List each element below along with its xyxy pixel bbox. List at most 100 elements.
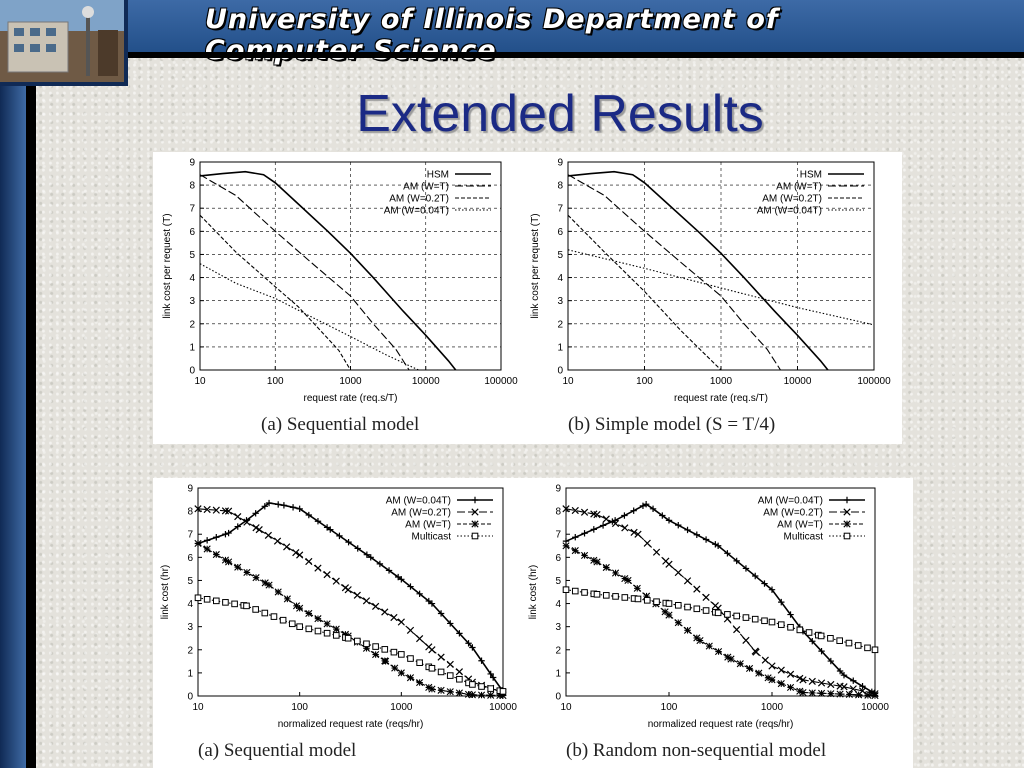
series-line xyxy=(567,214,722,371)
data-point xyxy=(599,522,607,529)
data-point xyxy=(827,690,835,698)
data-point xyxy=(724,611,731,618)
data-point xyxy=(683,626,692,634)
data-point xyxy=(871,646,879,654)
data-point xyxy=(611,569,620,577)
data-point xyxy=(332,577,340,585)
data-point xyxy=(818,647,825,655)
data-point xyxy=(221,556,230,564)
data-point xyxy=(864,691,872,699)
data-point xyxy=(203,505,211,514)
data-point xyxy=(859,683,866,690)
data-point xyxy=(817,679,826,687)
y-tick-label: 5 xyxy=(557,250,563,261)
data-point xyxy=(611,519,620,528)
data-point xyxy=(855,691,863,699)
header-banner: University of Illinois Department of Com… xyxy=(0,0,1024,66)
data-point xyxy=(279,616,287,624)
legend-label: AM (W=T) xyxy=(777,520,823,531)
data-point xyxy=(702,607,710,614)
data-point xyxy=(684,603,691,611)
left-accent-rule xyxy=(26,86,36,768)
data-point xyxy=(371,602,380,611)
data-point xyxy=(580,551,589,560)
data-point xyxy=(416,590,423,597)
data-point xyxy=(633,584,641,592)
data-point xyxy=(280,502,288,509)
data-point xyxy=(478,683,485,690)
data-point xyxy=(653,598,660,605)
data-point xyxy=(275,501,282,508)
data-point xyxy=(817,689,826,697)
data-point xyxy=(768,662,776,670)
data-point xyxy=(469,644,476,651)
data-point xyxy=(252,510,259,517)
data-point xyxy=(354,545,361,552)
y-tick-label: 9 xyxy=(187,484,193,495)
x-tick-label: 1000 xyxy=(710,376,733,387)
data-point xyxy=(808,689,816,697)
data-point xyxy=(665,600,673,607)
data-point xyxy=(621,512,628,519)
data-point xyxy=(231,600,238,608)
data-point xyxy=(372,650,380,659)
data-point xyxy=(428,600,436,607)
data-point xyxy=(398,651,405,658)
data-point xyxy=(630,528,638,536)
legend-label: Multicast xyxy=(412,532,452,543)
y-tick-label: 5 xyxy=(187,576,193,587)
legend-marker xyxy=(843,496,851,504)
y-tick-label: 2 xyxy=(189,319,195,330)
data-point xyxy=(724,653,732,661)
y-axis-label: link cost per request (T) xyxy=(162,213,173,318)
legend-marker xyxy=(843,532,851,540)
data-point xyxy=(243,568,251,576)
data-point xyxy=(827,680,835,689)
data-point xyxy=(683,577,692,585)
legend-label: AM (W=0.2T) xyxy=(762,194,822,205)
campus-building-photo xyxy=(0,0,128,86)
x-tick-label: 100 xyxy=(291,702,308,713)
data-point xyxy=(659,512,666,519)
data-point xyxy=(283,543,291,551)
data-point xyxy=(283,595,291,603)
data-point xyxy=(665,611,673,619)
y-tick-label: 1 xyxy=(557,342,563,353)
data-point xyxy=(406,626,415,634)
data-point xyxy=(305,557,313,566)
y-tick-label: 3 xyxy=(189,296,195,307)
data-point xyxy=(332,625,340,633)
data-point xyxy=(580,508,589,516)
data-point xyxy=(416,678,424,687)
data-point xyxy=(693,605,701,613)
x-tick-label: 100000 xyxy=(484,376,518,387)
data-point xyxy=(786,670,795,678)
y-tick-label: 8 xyxy=(555,507,561,518)
data-point xyxy=(296,505,303,512)
data-point xyxy=(376,560,384,568)
data-point xyxy=(305,511,313,519)
data-point xyxy=(634,595,642,603)
data-point xyxy=(194,505,202,513)
data-point xyxy=(850,677,857,684)
data-point xyxy=(733,557,740,565)
series-line xyxy=(565,545,876,697)
data-point xyxy=(714,648,723,656)
data-point xyxy=(621,594,629,601)
data-point xyxy=(727,655,735,663)
data-point xyxy=(468,691,476,699)
y-tick-label: 7 xyxy=(187,530,193,541)
data-point xyxy=(571,506,579,515)
data-point xyxy=(745,664,754,673)
data-point xyxy=(751,615,759,623)
figure-caption: (b) Random non-sequential model xyxy=(566,740,826,761)
chart-2: 0 1 2 3 4 5 6 7 8 9 10 100 1000 10000 100000 request ra… xyxy=(530,158,891,436)
data-point xyxy=(602,592,610,599)
data-point xyxy=(234,513,242,521)
legend-label: HSM xyxy=(427,170,449,181)
data-point xyxy=(292,548,300,557)
y-tick-label: 4 xyxy=(187,599,193,610)
data-point xyxy=(808,677,816,686)
data-point xyxy=(642,592,651,600)
